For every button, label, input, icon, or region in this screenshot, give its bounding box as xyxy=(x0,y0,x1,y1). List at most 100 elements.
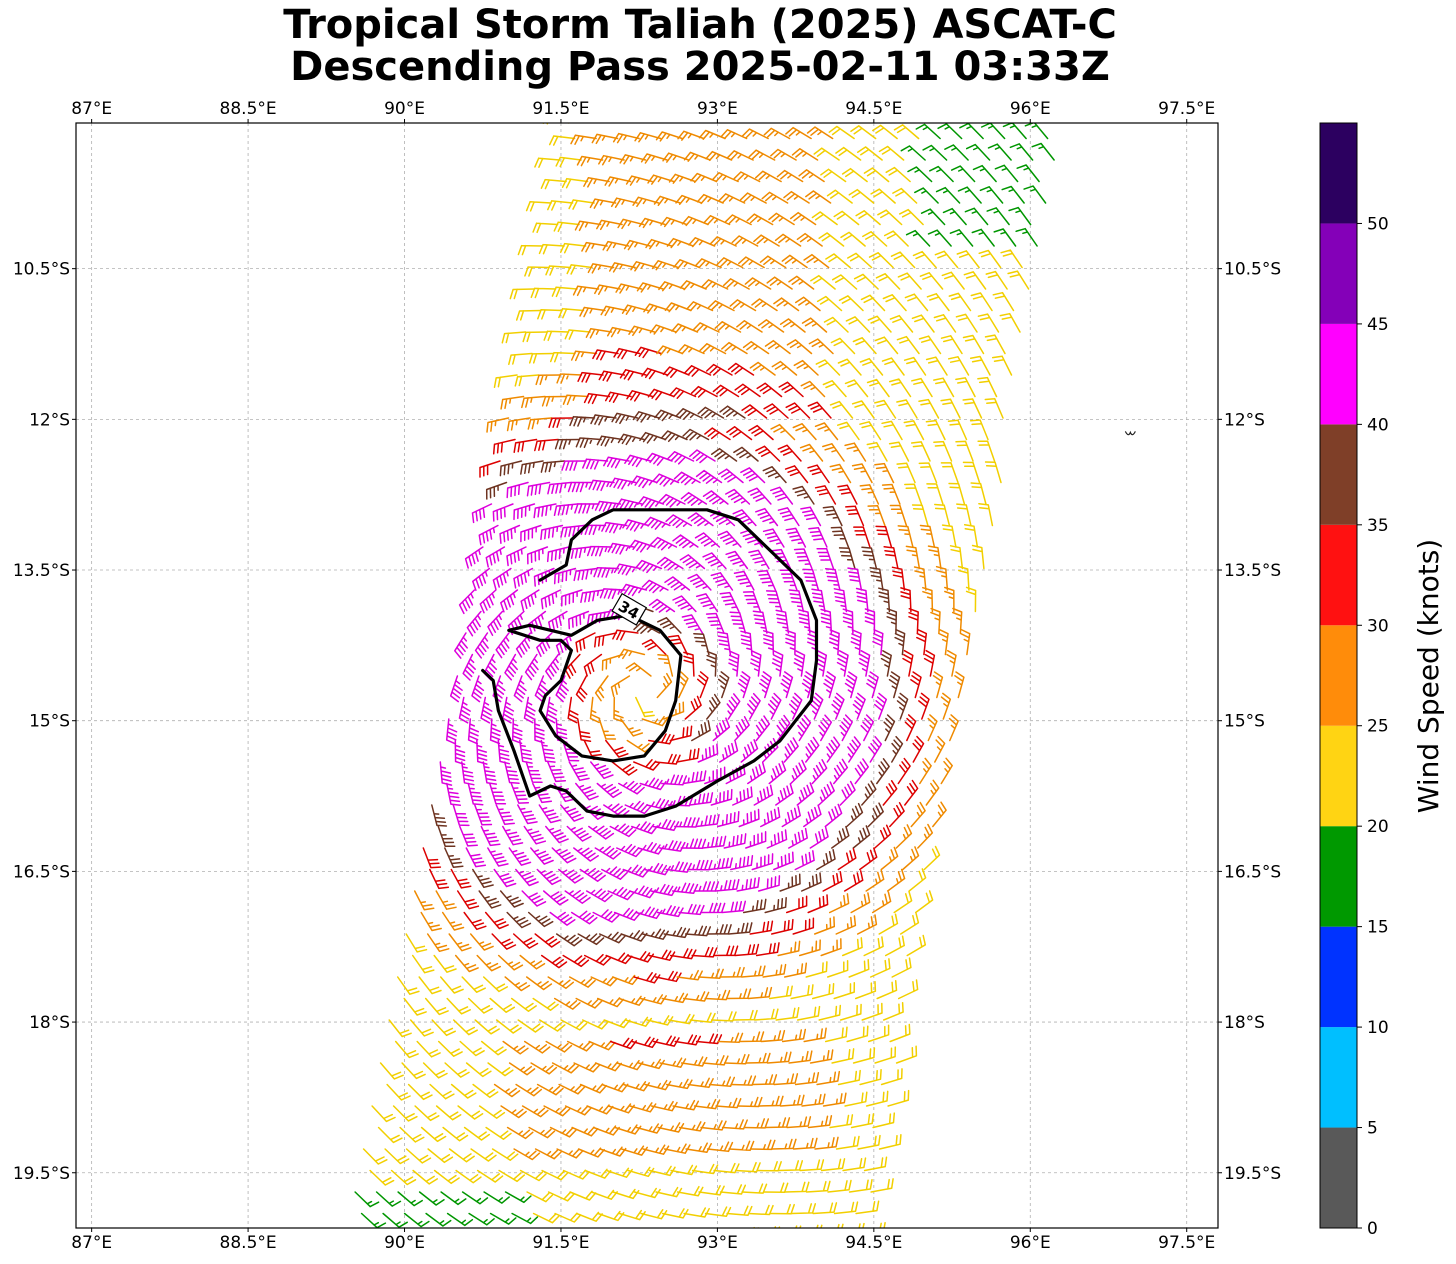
wind-barb-966 xyxy=(697,968,724,979)
wind-barb-1257 xyxy=(626,1232,652,1241)
wind-barb-835 xyxy=(493,868,517,888)
wind-barb-1059 xyxy=(616,1059,644,1071)
wind-barb-1202 xyxy=(504,1191,532,1204)
wind-barb-469 xyxy=(934,503,951,527)
wind-barb-184 xyxy=(934,250,959,269)
wind-barb-799 xyxy=(760,806,781,828)
wind-barb-1049 xyxy=(401,1062,426,1080)
wind-barb-331 xyxy=(527,417,553,430)
wind-barb-638 xyxy=(923,649,936,677)
wind-barb-722 xyxy=(654,753,681,765)
lat-tick-label-left: 12°S xyxy=(29,410,70,430)
wind-barb-454 xyxy=(601,521,628,534)
wind-barb-944 xyxy=(755,942,780,957)
wind-barb-129 xyxy=(768,212,795,226)
wind-barb-951 xyxy=(906,934,927,957)
wind-barb-667 xyxy=(511,718,523,745)
wind-barb-695 xyxy=(605,739,629,758)
colorbar-tick-label: 0 xyxy=(1367,1219,1378,1239)
colorbar-frame xyxy=(1319,122,1358,1229)
wind-barb-890 xyxy=(635,906,663,920)
wind-barb-278 xyxy=(918,335,942,355)
lon-tick-label-bottom: 93°E xyxy=(697,1233,738,1253)
wind-barb-413 xyxy=(762,466,787,484)
wind-barb-186 xyxy=(978,249,1002,269)
wind-barb-254 xyxy=(911,314,935,333)
wind-barb-74 xyxy=(604,176,632,187)
wind-barb-583 xyxy=(775,609,790,634)
wind-barb-418 xyxy=(874,462,895,484)
wind-barb-805 xyxy=(889,802,905,828)
wind-barb-1244 xyxy=(347,1235,371,1249)
wind-barb-1232 xyxy=(618,1209,646,1221)
colorbar-bin-7 xyxy=(1320,424,1357,525)
wind-barb-1117 xyxy=(801,1093,826,1107)
colorbar-bin-6 xyxy=(1320,524,1357,626)
wind-barb-222 xyxy=(729,299,757,312)
wind-barb-401 xyxy=(506,481,529,499)
wind-barb-864 xyxy=(585,888,613,903)
wind-barb-56 xyxy=(726,150,754,161)
lat-tick-label-left: 18°S xyxy=(29,1013,70,1033)
wind-barb-957 xyxy=(504,976,531,992)
wind-barb-926 xyxy=(878,913,899,935)
wind-barb-649 xyxy=(656,672,673,699)
wind-barb-982 xyxy=(532,997,559,1011)
wind-barb-171 xyxy=(651,260,679,271)
wind-barb-422 xyxy=(962,461,981,484)
wind-barb-455 xyxy=(622,519,650,532)
wind-barb-953 xyxy=(418,976,442,995)
wind-barb-347 xyxy=(874,399,897,419)
wind-barb-545 xyxy=(487,610,504,636)
wind-barb-597 xyxy=(564,653,581,679)
wind-barb-145 xyxy=(602,240,630,252)
wind-barb-621 xyxy=(555,675,569,703)
wind-barb-1176 xyxy=(476,1169,504,1183)
wind-barb-40 xyxy=(893,124,920,140)
wind-barb-220 xyxy=(686,301,714,312)
lat-tick-label-left: 19.5°S xyxy=(13,1164,70,1184)
wind-barb-572 xyxy=(536,632,553,657)
wind-barb-191 xyxy=(572,285,600,297)
wind-barb-987 xyxy=(639,994,667,1005)
wind-barb-450 xyxy=(520,524,542,543)
wind-barb-522 xyxy=(500,589,519,613)
wind-barb-203 xyxy=(831,274,858,290)
wind-barb-588 xyxy=(886,608,898,634)
wind-barb-116 xyxy=(1001,185,1025,204)
wind-barb-436 xyxy=(725,488,751,505)
wind-barb-1169 xyxy=(857,1134,881,1150)
wind-barb-1053 xyxy=(487,1062,514,1077)
wind-barb-937 xyxy=(605,952,633,965)
colorbar-tick-label: 10 xyxy=(1367,1018,1389,1038)
wind-barb-267 xyxy=(677,344,705,355)
lat-tick-label-right: 12°S xyxy=(1224,410,1265,430)
lat-tick-label-left: 10.5°S xyxy=(13,260,70,280)
wind-barb-954 xyxy=(439,976,464,994)
wind-barb-893 xyxy=(699,902,726,914)
wind-barb-1219 xyxy=(870,1178,894,1193)
lon-tick-label-bottom: 87°E xyxy=(71,1233,112,1253)
wind-barb-923 xyxy=(813,916,836,935)
wind-barb-17 xyxy=(910,103,934,117)
wind-barb-586 xyxy=(842,608,854,634)
wind-barb-772 xyxy=(689,792,714,806)
wind-barb-1144 xyxy=(850,1113,875,1129)
wind-barb-746 xyxy=(661,774,688,786)
wind-barb-679 xyxy=(767,692,782,720)
wind-barb-193 xyxy=(615,283,643,294)
wind-barb-1118 xyxy=(822,1092,847,1107)
lon-tick-label-top: 90°E xyxy=(384,99,425,119)
wind-barb-1063 xyxy=(702,1055,729,1066)
wind-barb-945 xyxy=(777,940,801,957)
wind-barb-1084 xyxy=(622,1081,650,1092)
wind-barb-306 xyxy=(500,395,525,410)
wind-barb-1114 xyxy=(736,1096,763,1108)
wind-barb-885 xyxy=(527,911,554,928)
wind-barb-426 xyxy=(513,503,536,521)
wind-barb-479 xyxy=(607,542,635,555)
wind-barb-1006 xyxy=(517,1019,544,1033)
wind-barb-19 xyxy=(953,102,976,117)
wind-barb-881 xyxy=(441,911,465,931)
wind-barb-977 xyxy=(424,997,449,1016)
